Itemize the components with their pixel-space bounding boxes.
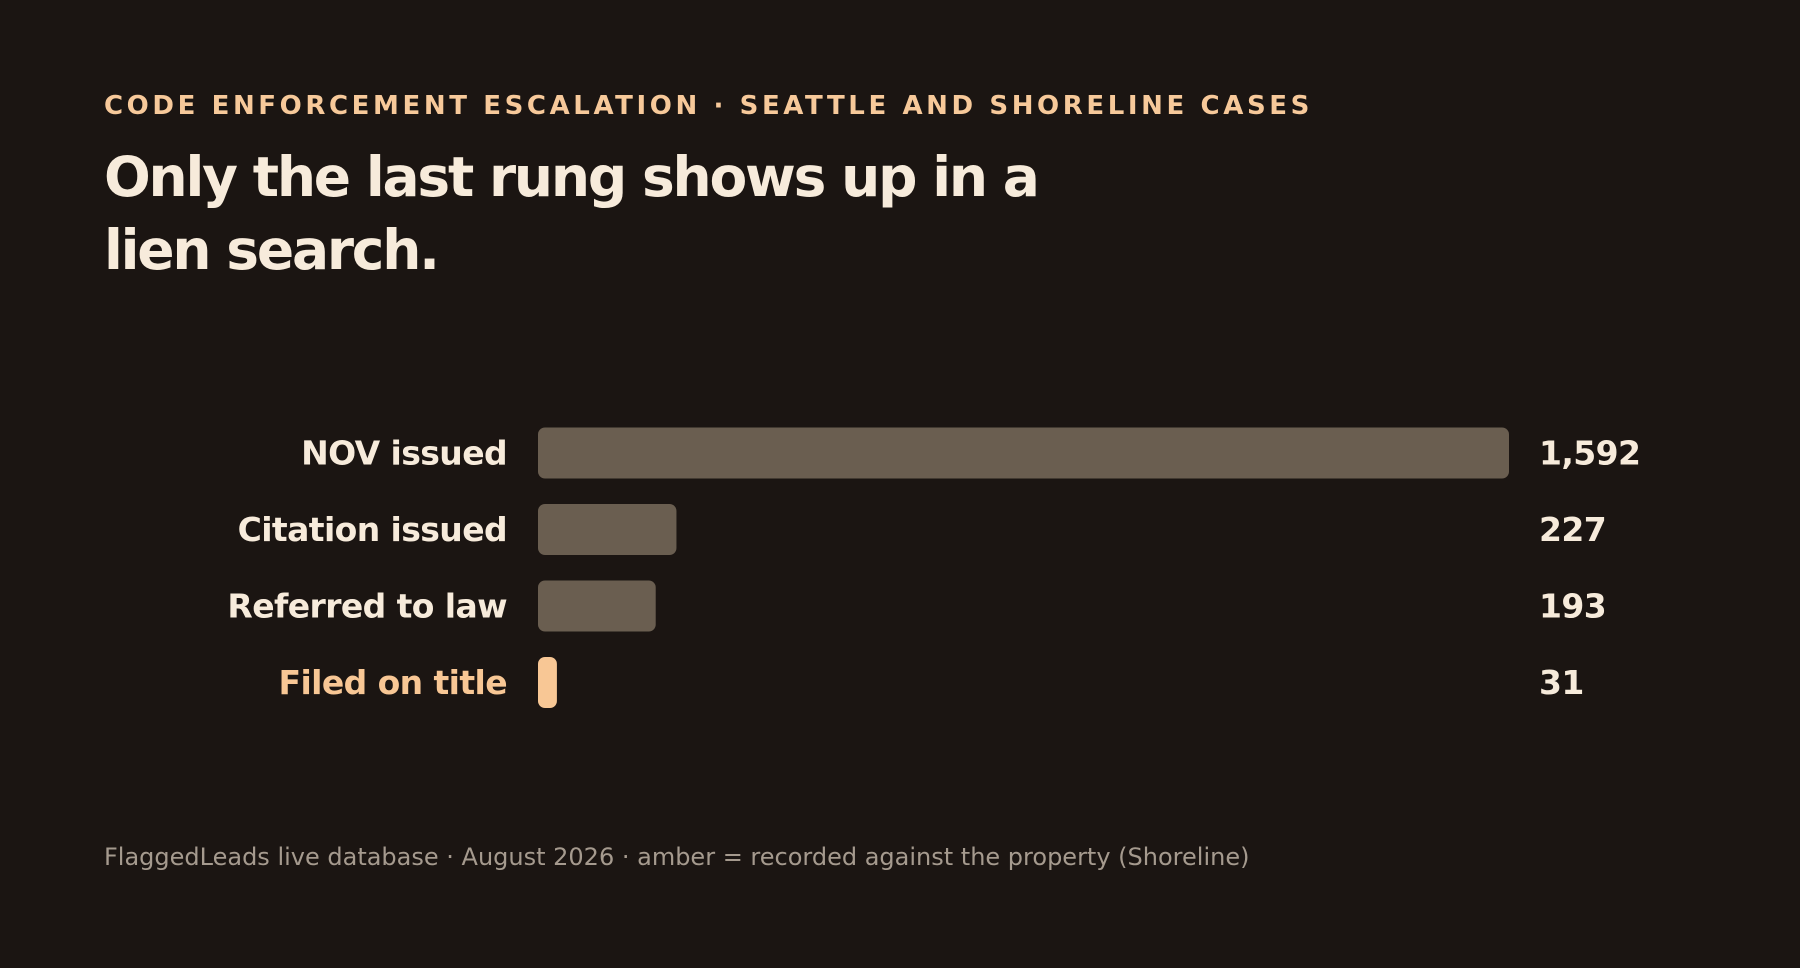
value-label-referred-to-law: 193: [1539, 587, 1606, 626]
category-label-filed-on-title: Filed on title: [279, 663, 507, 702]
chart-footnote: FlaggedLeads live database · August 2026…: [104, 843, 1250, 871]
category-label-citation-issued: Citation issued: [238, 510, 507, 549]
value-label-citation-issued: 227: [1539, 510, 1606, 549]
bar-referred-to-law: [538, 580, 656, 632]
bar-citation-issued: [538, 504, 677, 555]
chart-title: Only the last rung shows up in a lien se…: [104, 145, 1040, 282]
bar-filed-on-title: [538, 657, 557, 708]
category-label-referred-to-law: Referred to law: [227, 587, 507, 626]
category-label-nov-issued: NOV issued: [301, 434, 507, 473]
value-label-filed-on-title: 31: [1539, 663, 1584, 702]
value-label-nov-issued: 1,592: [1539, 434, 1640, 473]
chart-eyebrow: CODE ENFORCEMENT ESCALATION · SEATTLE AN…: [104, 91, 1313, 121]
bar-nov-issued: [538, 427, 1509, 479]
